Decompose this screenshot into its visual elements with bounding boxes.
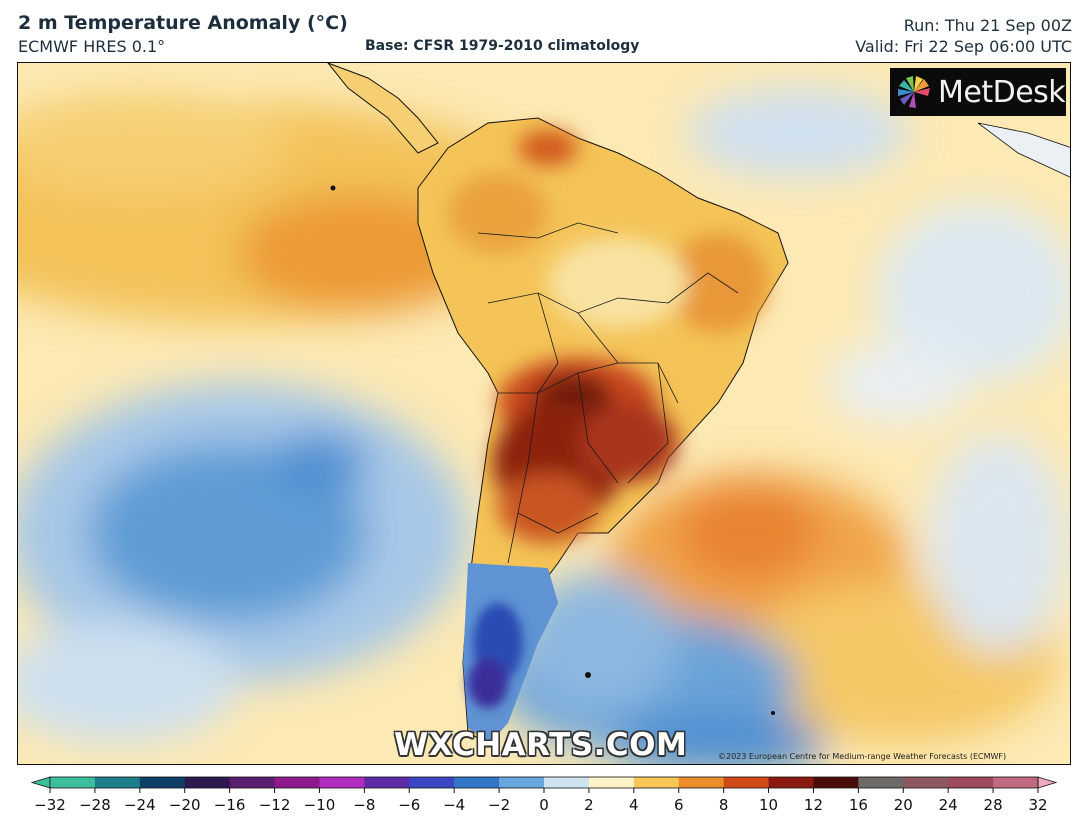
colorbar-tick-label: −28 (79, 796, 111, 814)
colorbar-tick-label: −12 (259, 796, 291, 814)
colorbar-swatches (30, 776, 1058, 789)
colorbar-min-arrow (30, 776, 51, 789)
colorbar-swatch (274, 777, 320, 788)
colorbar-swatch (588, 777, 635, 788)
colorbar-tick-label: −6 (398, 796, 420, 814)
colorbar-swatch (948, 777, 994, 788)
colorbar-tick-label: −4 (443, 796, 465, 814)
colorbar-swatch (364, 777, 410, 788)
anomaly-field (18, 88, 1070, 764)
colorbar-max-arrow (1037, 776, 1058, 789)
colorbar-swatch (139, 777, 186, 788)
colorbar-tick-label: 16 (849, 796, 868, 814)
anomaly-map (17, 62, 1071, 765)
metdesk-logo-icon (898, 76, 930, 108)
colorbar-swatch (768, 777, 814, 788)
map-canvas (18, 63, 1070, 764)
colorbar-tick-label: 2 (584, 796, 594, 814)
colorbar-swatch (229, 777, 276, 788)
run-time-label: Run: Thu 21 Sep 00Z (903, 16, 1072, 35)
colorbar-tick-label: −32 (34, 796, 66, 814)
colorbar-swatch (858, 777, 904, 788)
colorbar-swatch (723, 777, 770, 788)
colorbar-legend: −32 −28 −24 −20 −16 −12 −10 −8 −6 −4 −2 0 2 4 6 8 10 12 16… (30, 776, 1058, 814)
falkland-islands (585, 672, 591, 678)
colorbar-tick-label: 28 (984, 796, 1003, 814)
colorbar-tick-label: 32 (1028, 796, 1047, 814)
colorbar-swatch (184, 777, 231, 788)
galapagos-islands (330, 185, 336, 191)
colorbar-tick-label: 6 (674, 796, 684, 814)
south-georgia (771, 711, 775, 715)
colorbar-tick-label: −10 (304, 796, 336, 814)
colorbar-swatch (633, 777, 680, 788)
colorbar-tick-label: 10 (759, 796, 778, 814)
colorbar-swatch (993, 777, 1039, 788)
colorbar-swatch (903, 777, 949, 788)
colorbar-tick-label: −20 (169, 796, 201, 814)
colorbar-swatch (499, 777, 545, 788)
colorbar-tick-label: −24 (124, 796, 156, 814)
model-label: ECMWF HRES 0.1° (18, 37, 166, 56)
colorbar-swatch (94, 777, 141, 788)
colorbar-tick-label: 4 (629, 796, 639, 814)
metdesk-logo: MetDesk (890, 68, 1066, 116)
south-america-landmass (417, 117, 789, 744)
climatology-base-label: Base: CFSR 1979-2010 climatology (365, 38, 640, 54)
central-america (327, 63, 439, 154)
colorbar-swatch (813, 777, 859, 788)
colorbar-ticks: −32 −28 −24 −20 −16 −12 −10 −8 −6 −4 −2 0 2 4 6 8 10 12 16… (34, 788, 1048, 814)
colorbar-swatch (678, 777, 725, 788)
colorbar-tick-label: −2 (488, 796, 510, 814)
colorbar-swatch (50, 777, 96, 788)
colorbar-tick-label: 12 (804, 796, 823, 814)
colorbar-swatch (319, 777, 365, 788)
country-borders (477, 222, 739, 564)
metdesk-logo-text: MetDesk (938, 74, 1066, 110)
colorbar-tick-label: −8 (353, 796, 375, 814)
wxcharts-watermark: WXCHARTS.COM (394, 727, 688, 763)
colorbar-tick-label: −16 (214, 796, 246, 814)
colorbar-swatch (409, 777, 455, 788)
map-title: 2 m Temperature Anomaly (°C) (18, 12, 348, 34)
colorbar-tick-label: 24 (939, 796, 958, 814)
ecmwf-copyright: ©2023 European Centre for Medium-range W… (718, 752, 1007, 761)
africa-coast (977, 122, 1070, 178)
colorbar-tick-label: 8 (719, 796, 729, 814)
colorbar-tick-label: 20 (894, 796, 913, 814)
valid-time-label: Valid: Fri 22 Sep 06:00 UTC (855, 37, 1072, 56)
colorbar-swatch (544, 777, 590, 788)
colorbar-swatch (454, 777, 500, 788)
colorbar-tick-label: 0 (539, 796, 549, 814)
